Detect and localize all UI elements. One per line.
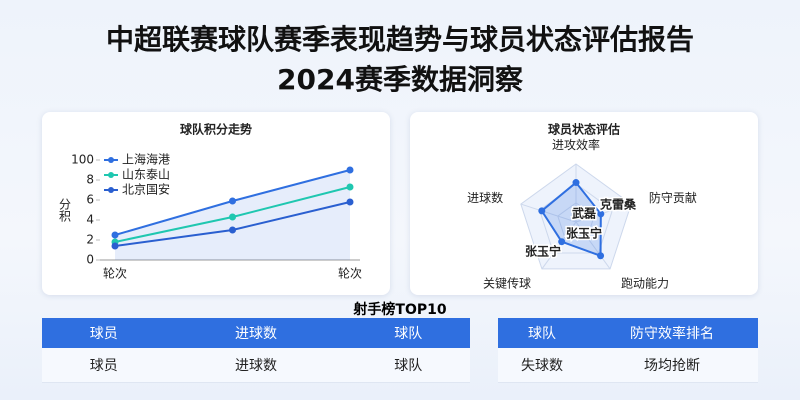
axis-label: 进攻效率 (552, 137, 600, 152)
radar-axis (520, 203, 577, 223)
radar-area (540, 181, 602, 258)
y-tick-label: 8 (86, 173, 94, 187)
y-tick-label: 6 (86, 193, 94, 207)
legend-label: 北京国安 (122, 182, 170, 197)
axis-label: 关键传球 (483, 275, 531, 290)
annotation: 张玉宁 (566, 226, 602, 241)
y-label: 分积 (58, 198, 72, 223)
td: 球队 (346, 348, 470, 383)
subtitle: 2024赛季数据洞察 (277, 63, 523, 96)
point (229, 226, 236, 234)
radar-axis (541, 221, 577, 270)
td: 场均抢断 (586, 348, 758, 383)
td: 进球数 (165, 348, 347, 383)
td: 失球数 (498, 348, 586, 383)
chart-title: 球队积分走势 (180, 122, 252, 137)
point (111, 242, 119, 250)
radar-axis (575, 221, 611, 270)
point (346, 166, 354, 174)
y-tick-label: 2 (86, 233, 94, 247)
table: 球员 进球数 球队 球员 进球数 球队 (42, 318, 470, 383)
axis-label: 防守贡献 (649, 190, 697, 205)
panel (42, 112, 390, 295)
axis-label: 跑动能力 (621, 276, 669, 290)
radar-ring (539, 183, 613, 254)
tables-title: 射手榜TOP10 (353, 302, 447, 318)
chart-title: 球员状态评估 (548, 122, 620, 137)
legend-marker (108, 157, 114, 163)
point (558, 238, 566, 246)
y-tick-label: 4 (86, 213, 94, 227)
x-tick-label: 轮次 (338, 267, 362, 281)
y-tick-label: 100 (71, 153, 94, 167)
legend-marker (108, 172, 114, 178)
point (597, 252, 605, 260)
point (572, 179, 580, 187)
point (346, 198, 354, 206)
annotation: 张玉宁 (525, 244, 561, 259)
point (111, 231, 119, 239)
x-tick-label: 轮次 (103, 267, 127, 281)
axis-label: 进球数 (467, 190, 503, 205)
annotation: 武磊 (572, 206, 596, 221)
legend-label: 山东泰山 (122, 168, 170, 182)
th: 防守效率排名 (586, 318, 758, 348)
td: 球员 (42, 348, 166, 383)
radar-ring (557, 202, 595, 238)
point (538, 207, 546, 215)
th: 进球数 (165, 318, 347, 348)
legend-marker (108, 187, 114, 193)
title: 中超联赛球队赛季表现趋势与球员状态评估报告 (105, 23, 694, 56)
legend-label: 上海海港 (122, 152, 170, 167)
th: 球队 (498, 318, 586, 348)
y-tick-label: 0 (86, 253, 94, 267)
th: 球队 (346, 318, 470, 348)
table: 球队 防守效率排名 失球数 场均抢断 (498, 318, 758, 383)
annotation: 克雷桑 (600, 197, 637, 212)
point (597, 210, 605, 218)
th: 球员 (42, 318, 166, 348)
point (229, 213, 236, 221)
point (346, 183, 354, 191)
point (229, 197, 236, 205)
